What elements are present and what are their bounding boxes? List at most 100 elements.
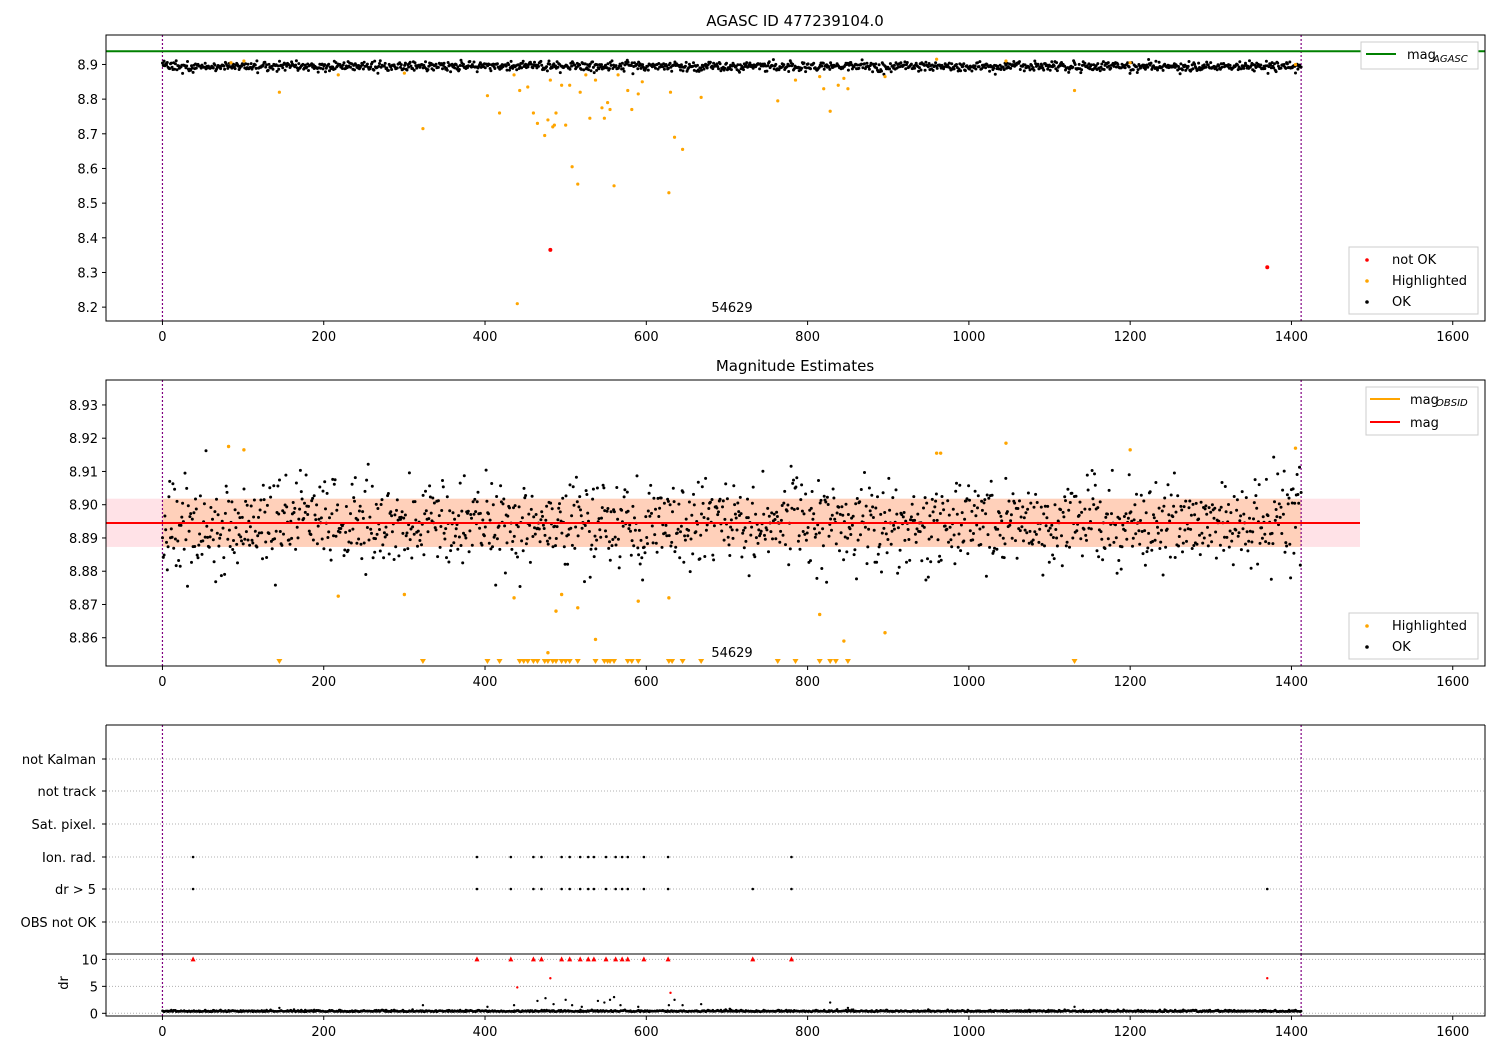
panel2-ok-point xyxy=(1143,529,1147,533)
panel4-notok-capped-marker xyxy=(603,956,609,962)
panel2-ok-point xyxy=(780,504,784,507)
panel1-ok-point xyxy=(630,61,634,65)
panel2-ok-point xyxy=(211,517,214,521)
panel2-ok-point xyxy=(600,506,604,510)
panel1-highlighted-point xyxy=(546,118,550,122)
panel2-ok-point xyxy=(603,509,607,513)
panel1-ok-point xyxy=(540,63,544,67)
panel1-ok-point xyxy=(1206,63,1210,67)
panel2-ok-point xyxy=(863,471,866,474)
panel2-ok-point xyxy=(669,544,673,548)
panel1-ok-point xyxy=(1098,69,1102,73)
panel2-ok-point xyxy=(379,503,383,506)
panel1-ok-point xyxy=(1242,66,1246,70)
panel2-below-range-marker xyxy=(552,659,559,664)
panel2-ok-point xyxy=(443,537,447,541)
panel2-ok-point xyxy=(762,512,766,516)
panel2-ok-point xyxy=(950,545,954,549)
panel2-ok-point xyxy=(389,510,393,514)
panel2-ok-point xyxy=(835,511,839,515)
panel2-ok-point xyxy=(839,531,843,535)
panel2-ok-point xyxy=(785,509,789,513)
panel1-ok-point xyxy=(531,66,535,70)
panel2-ytick-label: 8.92 xyxy=(69,432,98,447)
panel2-ok-point xyxy=(523,496,527,500)
panel2-ok-point xyxy=(352,496,356,500)
panel2-ok-point xyxy=(1234,528,1238,532)
panel1-ok-point xyxy=(748,61,752,65)
panel2-ok-point xyxy=(512,534,516,538)
panel2-ytick-label: 8.90 xyxy=(69,499,98,514)
panel1-ytick-label: 8.7 xyxy=(77,128,98,143)
panel1-ok-point xyxy=(1131,68,1135,72)
panel2-ok-point xyxy=(701,501,705,505)
panel3-flag-point xyxy=(509,887,513,891)
panel2-ok-point xyxy=(194,497,197,501)
panel2-ok-point xyxy=(530,494,534,498)
panel2-ok-point xyxy=(1293,501,1297,505)
panel2-ok-point xyxy=(353,499,356,503)
panel2-ok-point xyxy=(246,538,250,542)
panel2-ok-point xyxy=(1283,550,1287,554)
panel2-ok-point xyxy=(514,551,518,555)
panel2-ok-point xyxy=(838,549,841,553)
panel2-ok-point xyxy=(931,510,935,514)
panel1-ok-point xyxy=(457,68,461,71)
panel1-xtick-label: 1000 xyxy=(952,330,985,345)
panel1-highlighted-point xyxy=(593,78,598,82)
panel2-ok-point xyxy=(851,514,855,518)
panel2-ok-point xyxy=(432,501,436,505)
panel2-ok-point xyxy=(467,550,471,554)
panel2-ok-point xyxy=(215,531,219,535)
panel2-ok-point xyxy=(240,515,244,519)
panel1-ok-point xyxy=(415,66,419,70)
panel1-highlighted-point xyxy=(543,133,547,138)
panel2-ok-point xyxy=(800,509,804,513)
panel2-ok-point xyxy=(270,547,274,551)
panel2-ok-point xyxy=(1173,556,1177,559)
panel2-ok-point xyxy=(910,502,914,506)
panel2-ok-point xyxy=(545,539,549,543)
panel2-ok-point xyxy=(369,527,373,531)
panel1-ok-point xyxy=(362,60,366,64)
panel2-ok-point xyxy=(602,486,606,490)
panel1-ok-point xyxy=(554,64,557,68)
panel1-ok-point xyxy=(370,60,374,64)
panel2-ok-point xyxy=(979,543,983,546)
panel2-ok-point xyxy=(834,542,838,546)
panel2-ok-point xyxy=(501,502,505,506)
panel1-ok-point xyxy=(1128,71,1132,75)
panel2-ok-point xyxy=(791,481,795,485)
panel2-ok-point xyxy=(532,515,536,519)
panel2-ok-point xyxy=(1281,488,1285,492)
panel2-ok-point xyxy=(1244,542,1247,546)
panel2-ok-point xyxy=(1091,497,1095,501)
panel2-ok-point xyxy=(347,540,351,544)
panel2-ok-point xyxy=(652,496,656,500)
panel2-ok-point xyxy=(1212,516,1216,520)
panel2-ok-point xyxy=(1271,542,1275,546)
panel2-ok-point xyxy=(384,525,388,529)
panel2-ok-point xyxy=(887,476,891,480)
panel1-ok-point xyxy=(959,69,963,73)
panel2-ok-point xyxy=(871,516,875,519)
panel1-ok-point xyxy=(765,69,769,73)
panel2-ok-point xyxy=(1251,530,1255,534)
panel4-notok-capped-marker xyxy=(619,956,625,962)
panel1-ok-point xyxy=(191,70,195,74)
panel2-ok-point xyxy=(333,478,337,482)
panel1-ok-point xyxy=(1177,67,1181,71)
panel2-ok-point xyxy=(1055,544,1059,548)
panel2-ok-point xyxy=(955,481,958,485)
panel2-ok-point xyxy=(1247,539,1251,543)
panel2-ok-point xyxy=(183,471,187,475)
panel2-ok-point xyxy=(686,534,690,538)
panel2-ok-point xyxy=(666,499,670,503)
panel2-ok-point xyxy=(418,539,422,542)
panel1-ok-point xyxy=(402,67,406,71)
panel2-ok-point xyxy=(1080,554,1084,558)
panel1-highlighted-point xyxy=(242,59,246,63)
panel2-ok-point xyxy=(820,567,824,570)
panel2-ok-point xyxy=(248,543,252,547)
panel2-ok-point xyxy=(833,517,837,521)
